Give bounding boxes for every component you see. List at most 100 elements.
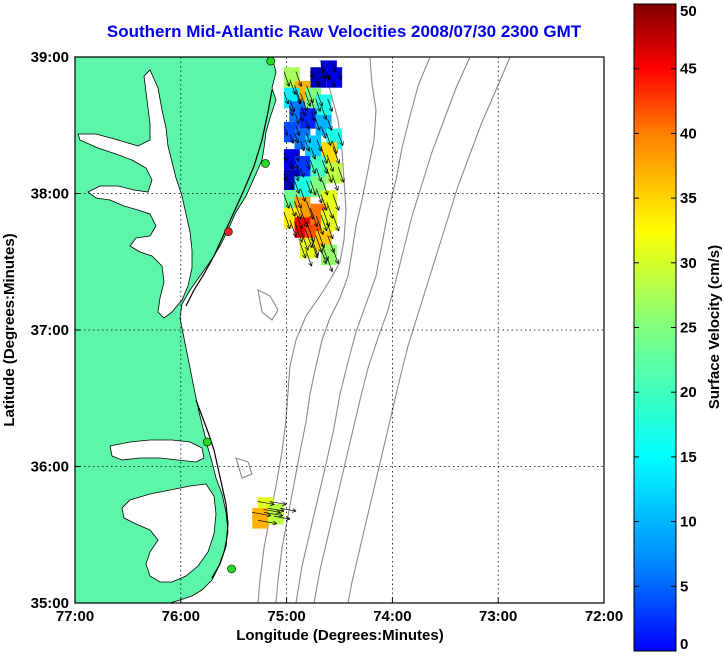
velocity-arrow <box>305 249 312 266</box>
x-tick-label: 76:00 <box>162 608 200 625</box>
velocity-arrow <box>304 139 309 151</box>
velocity-arrow <box>300 188 304 201</box>
velocity-arrow <box>264 512 282 515</box>
velocity-arrow <box>296 173 298 181</box>
velocity-arrow <box>294 201 300 218</box>
velocity-arrow <box>294 160 297 169</box>
delmarva-barrier <box>185 89 273 307</box>
velocity-arrow <box>306 85 312 102</box>
colorbar-tick-label: 25 <box>680 320 697 337</box>
velocity-arrow <box>300 168 303 177</box>
colorbar-tick-label: 0 <box>680 636 688 653</box>
velocity-arrow <box>325 132 330 145</box>
y-tick-label: 39:00 <box>31 49 69 66</box>
velocity-arrow <box>325 166 331 182</box>
velocity-arrow <box>289 99 294 112</box>
velocity-arrow <box>294 221 301 242</box>
x-tick-label: 73:00 <box>479 608 517 625</box>
velocity-arrow <box>288 105 292 116</box>
velocity-arrow <box>310 71 312 78</box>
velocity-arrow <box>321 64 324 72</box>
velocity-arrow <box>311 112 315 120</box>
velocity-arrow <box>326 202 333 218</box>
velocity-arrow <box>311 241 318 258</box>
velocity-arrow <box>320 194 327 210</box>
velocity-arrow <box>299 112 303 120</box>
velocity-arrow <box>332 194 339 210</box>
colorbar-label: Surface Velocity (cm/s) <box>706 245 723 409</box>
velocity-arrow <box>296 153 299 160</box>
velocity-arrow <box>294 180 298 193</box>
colorbar-ticks: 0 5 10 15 20 25 30 35 40 45 50 <box>634 3 697 653</box>
x-tick-label: 77:00 <box>56 608 94 625</box>
y-tick-label: 35:00 <box>31 595 69 612</box>
velocity-arrow <box>315 98 320 111</box>
velocity-arrow <box>295 91 300 104</box>
velocity-arrows <box>252 64 343 524</box>
y-axis-ticks: 35:00 36:00 37:00 38:00 39:00 <box>31 49 80 612</box>
velocity-arrow <box>326 154 333 171</box>
colorbar-tick-label: 35 <box>680 190 697 207</box>
velocity-arrow <box>310 160 315 173</box>
velocity-arrow <box>269 501 285 504</box>
grid-lines <box>75 57 604 603</box>
velocity-arrow <box>316 79 318 86</box>
velocity-arrow <box>310 147 315 159</box>
velocity-arrow <box>304 228 312 247</box>
colorbar-tick-label: 50 <box>680 3 697 20</box>
velocity-arrow <box>294 132 297 143</box>
velocity-arrow <box>252 512 270 515</box>
velocity-arrow <box>283 125 287 135</box>
velocity-arrow <box>331 174 337 190</box>
velocity-arrow <box>338 71 341 78</box>
velocity-arrow <box>310 236 318 255</box>
velocity-arrow <box>289 202 295 216</box>
velocity-arrow <box>332 214 339 231</box>
velocity-arrow <box>305 120 309 128</box>
velocity-arrow <box>263 509 279 512</box>
x-tick-label: 75:00 <box>267 608 305 625</box>
radar-station-marker <box>202 437 212 447</box>
velocity-arrow <box>267 507 284 511</box>
velocity-arrow <box>306 180 310 193</box>
velocity-arrow <box>295 71 301 86</box>
plot-area <box>75 57 604 603</box>
velocity-arrow <box>295 211 302 228</box>
velocity-arrow <box>326 222 333 239</box>
colorbar-tick-label: 10 <box>680 514 697 531</box>
velocity-arrow <box>316 228 324 247</box>
velocity-arrow <box>257 501 273 504</box>
y-tick-label: 37:00 <box>31 322 69 339</box>
velocity-arrow <box>290 181 292 189</box>
velocity-arrow <box>315 119 320 130</box>
velocity-arrow <box>306 201 312 218</box>
radar-station-marker <box>224 227 233 237</box>
velocity-arrow <box>273 515 290 519</box>
colorbar-tick-label: 15 <box>680 449 697 466</box>
velocity-arrow <box>326 71 329 78</box>
y-tick-label: 38:00 <box>31 186 69 203</box>
velocity-arrow <box>320 214 327 231</box>
velocity-arrow <box>300 140 303 151</box>
y-tick-label: 36:00 <box>31 459 69 476</box>
velocity-arrow <box>332 248 338 263</box>
x-axis-label: Longitude (Degrees:Minutes) <box>236 627 444 644</box>
x-tick-label: 72:00 <box>585 608 623 625</box>
velocity-arrow <box>294 85 300 102</box>
radar-stations <box>202 57 276 574</box>
velocity-arrow <box>294 113 298 124</box>
velocity-arrow <box>306 132 309 143</box>
velocity-arrow <box>331 140 336 153</box>
velocity-arrow <box>310 180 315 195</box>
velocity-arrow <box>332 79 335 86</box>
velocity-arrow <box>310 207 317 226</box>
velocity-arrow <box>316 91 322 106</box>
velocity-arrow <box>316 188 321 203</box>
colorbar-tick-label: 30 <box>680 255 697 272</box>
velocity-arrow <box>327 119 332 130</box>
velocity-arrow <box>322 71 324 78</box>
x-tick-label: 74:00 <box>373 608 411 625</box>
velocity-arrow <box>326 256 332 271</box>
x-axis-ticks: 77:00 76:00 75:00 74:00 73:00 72:00 <box>56 598 623 625</box>
